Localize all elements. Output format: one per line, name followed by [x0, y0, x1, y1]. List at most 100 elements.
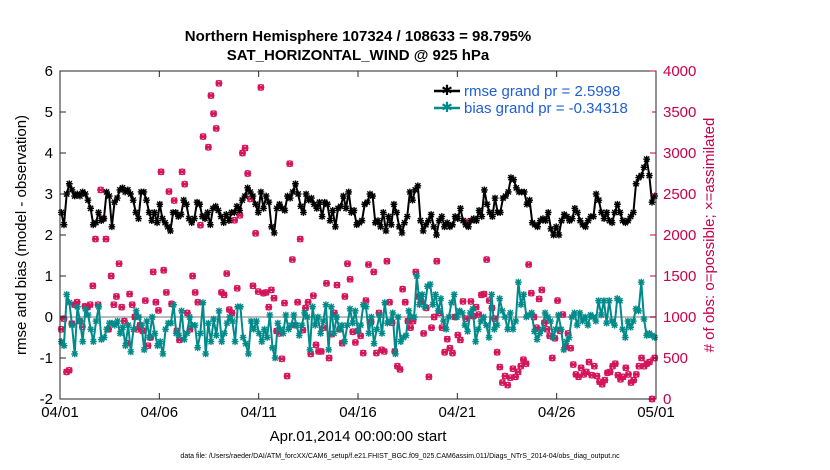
bias-point	[392, 350, 399, 358]
rmse-point	[430, 223, 438, 231]
obs-assimilated-marker	[267, 286, 275, 294]
bias-point	[122, 342, 129, 350]
rmse-point	[180, 196, 188, 204]
rmse-point	[574, 209, 581, 216]
obs-assimilated-marker	[401, 298, 409, 306]
bias-point	[255, 330, 263, 337]
rmse-point	[244, 184, 251, 192]
rmse-point	[212, 202, 220, 210]
x-tick-label: 04/06	[141, 404, 179, 421]
obs-assimilated-marker	[567, 344, 575, 352]
y-tick-label: 4	[45, 145, 53, 162]
rmse-point	[148, 217, 156, 225]
bias-point	[295, 332, 303, 339]
bias-point	[274, 319, 282, 327]
obs-assimilated-marker	[527, 289, 535, 297]
y-right-tick-label: 2500	[663, 186, 696, 203]
bias-point	[498, 307, 506, 315]
rmse-point	[140, 188, 148, 196]
rmse-point	[526, 196, 533, 204]
rmse-point	[411, 186, 419, 194]
x-tick-label: 04/26	[538, 404, 576, 421]
bias-point	[370, 340, 378, 348]
obs-assimilated-marker	[115, 260, 123, 268]
bias-point	[573, 321, 581, 329]
bias-point	[237, 303, 244, 311]
bias-point	[496, 295, 504, 302]
rmse-point	[324, 200, 331, 208]
rmse-point	[262, 192, 270, 200]
bias-point	[362, 303, 370, 311]
rmse-point	[265, 198, 273, 206]
rmse-point	[409, 196, 416, 204]
rmse-point	[105, 192, 113, 200]
bias-point	[584, 321, 592, 329]
bias-point	[71, 350, 79, 358]
rmse-point	[257, 188, 265, 196]
bias-point	[285, 325, 292, 333]
rmse-point	[167, 227, 174, 235]
bias-point	[167, 319, 175, 327]
rmse-point	[119, 184, 126, 192]
legend-bias-label: bias grand pr = -0.34318	[464, 100, 628, 117]
rmse-point	[310, 200, 318, 208]
x-tick-label: 05/01	[637, 404, 675, 421]
bias-point	[514, 278, 522, 286]
rmse-point	[177, 211, 185, 218]
obs-assimilated-marker	[577, 364, 585, 372]
rmse-point	[318, 213, 326, 220]
obs-assimilated-marker	[632, 371, 640, 378]
bias-point	[146, 334, 153, 341]
bias-point	[504, 325, 512, 333]
rmse-point	[374, 217, 382, 225]
obs-assimilated-marker	[283, 372, 291, 380]
bias-point	[245, 350, 252, 358]
rmse-point	[206, 221, 214, 229]
rmse-point	[214, 207, 222, 214]
rmse-point	[329, 207, 337, 214]
obs-assimilated-marker	[178, 168, 186, 176]
bias-point	[314, 313, 322, 321]
rmse-point	[276, 200, 283, 208]
bias-point	[434, 307, 442, 315]
bias-point	[619, 325, 626, 333]
y-right-axis-ticks: 0 500 1000 1500 2000 2500 3000 3500 4000	[650, 63, 696, 408]
bias-point	[568, 313, 576, 321]
bias-point	[381, 299, 389, 307]
rmse-point	[422, 221, 430, 229]
bias-point	[239, 334, 247, 341]
obs-assimilated-marker	[110, 301, 118, 309]
rmse-point	[183, 200, 190, 208]
obs-assimilated-marker	[278, 355, 286, 363]
rmse-point	[651, 192, 659, 200]
rmse-point	[441, 223, 448, 231]
bias-point	[539, 325, 546, 333]
obs-assimilated-marker	[593, 372, 601, 380]
bias-point	[293, 321, 300, 329]
obs-assimilated-marker	[352, 339, 359, 346]
rmse-point	[369, 192, 377, 200]
obs-assimilated-marker	[312, 341, 320, 349]
rmse-point	[491, 194, 499, 202]
obs-assimilated-marker	[380, 348, 388, 355]
bias-point	[517, 301, 525, 309]
obs-assimilated-marker	[294, 298, 301, 306]
rmse-point	[190, 215, 198, 222]
rmse-point	[225, 217, 233, 225]
rmse-point	[632, 180, 640, 188]
rmse-point	[143, 196, 150, 204]
obs-assimilated-marker	[289, 256, 296, 263]
rmse-point	[241, 192, 249, 200]
obs-assimilated-marker	[399, 285, 406, 293]
rmse-point	[534, 223, 541, 231]
obs-assimilated-marker	[265, 303, 273, 311]
rmse-point	[342, 204, 350, 212]
bias-point	[154, 342, 161, 350]
rmse-point	[417, 217, 424, 225]
bias-point	[282, 311, 290, 319]
obs-assimilated-marker	[601, 376, 609, 384]
bias-point	[250, 325, 258, 333]
bias-point	[595, 297, 602, 304]
rmse-point	[127, 190, 134, 198]
